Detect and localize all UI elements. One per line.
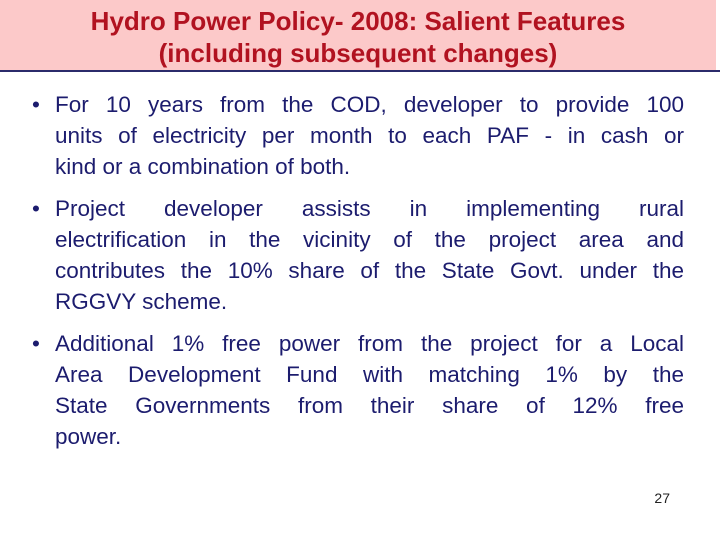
bullet-text: Project developer assists in implementin…	[55, 193, 684, 317]
bullet-text-line: kind or a combination of both.	[55, 154, 351, 179]
bullet-icon: •	[32, 331, 40, 356]
header-divider	[0, 70, 720, 72]
bullet-text-line: units of electricity per month to each P…	[55, 123, 684, 148]
slide-title-line-1: Hydro Power Policy- 2008: Salient Featur…	[90, 6, 626, 36]
bullet-text: Additional 1% free power from the projec…	[55, 328, 684, 452]
slide-header: Hydro Power Policy- 2008: Salient Featur…	[0, 0, 716, 70]
page-number: 27	[654, 490, 670, 506]
list-item: • For 10 years from the COD, developer t…	[32, 89, 684, 182]
bullet-icon: •	[32, 92, 40, 117]
bullet-text-line: electrification in the vicinity of the p…	[55, 227, 684, 252]
bullet-text-line: Additional 1% free power from the projec…	[55, 331, 684, 356]
bullet-text: For 10 years from the COD, developer to …	[55, 89, 684, 182]
slide-body: • For 10 years from the COD, developer t…	[32, 89, 684, 463]
bullet-text-line: power.	[55, 424, 122, 449]
bullet-text-line: For 10 years from the COD, developer to …	[55, 92, 684, 117]
bullet-text-line: contributes the 10% share of the State G…	[55, 258, 684, 283]
bullet-text-line: RGGVY scheme.	[55, 289, 228, 314]
bullet-icon: •	[32, 196, 40, 221]
list-item: • Project developer assists in implement…	[32, 193, 684, 317]
list-item: • Additional 1% free power from the proj…	[32, 328, 684, 452]
bullet-text-line: Project developer assists in implementin…	[55, 196, 684, 221]
bullet-text-line: State Governments from their share of 12…	[55, 393, 684, 418]
slide-title-line-2: (including subsequent changes)	[158, 38, 558, 68]
bullet-text-line: Area Development Fund with matching 1% b…	[55, 362, 684, 387]
